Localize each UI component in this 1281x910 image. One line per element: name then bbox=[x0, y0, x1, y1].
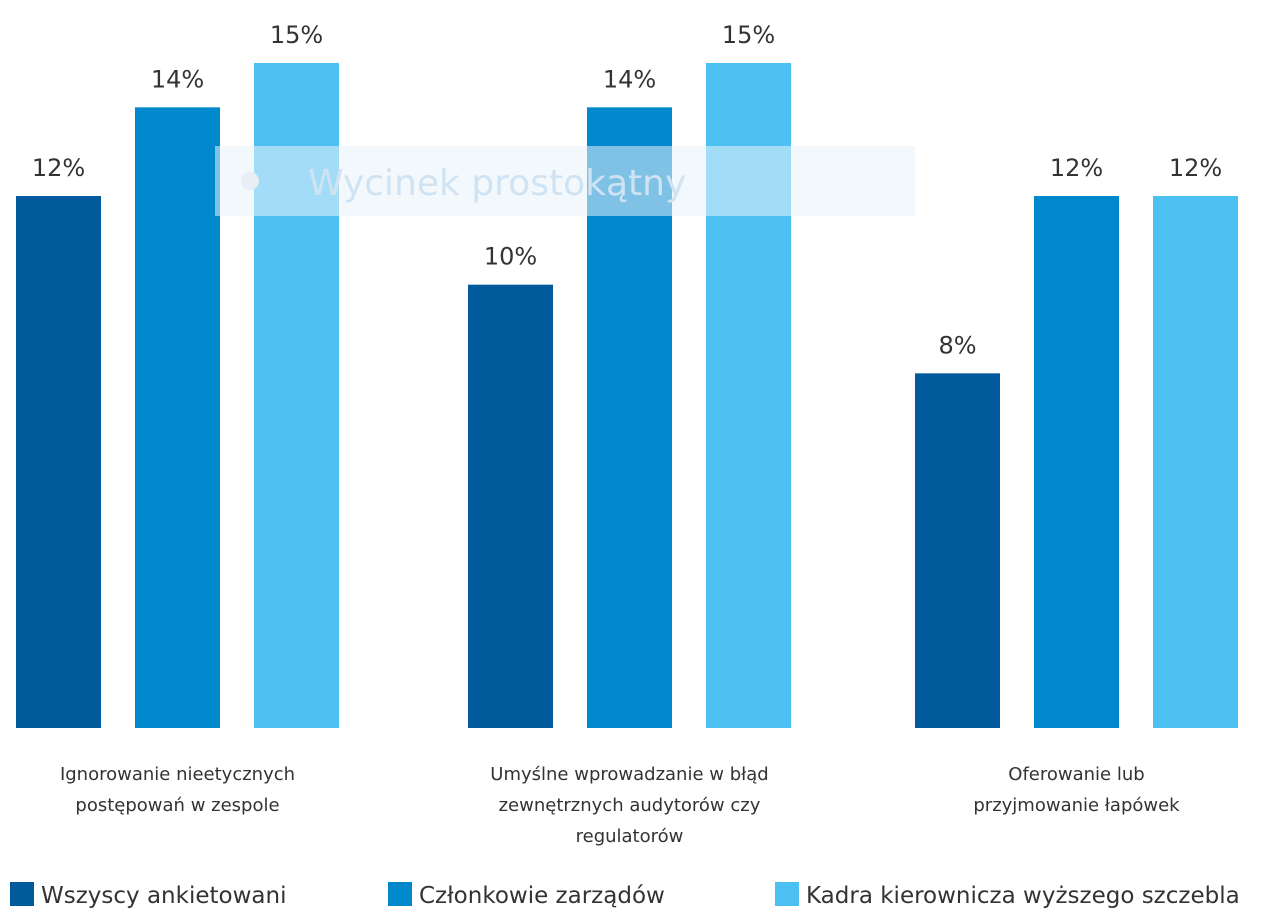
bar-2-1 bbox=[468, 284, 553, 728]
rectangular-snip-overlay[interactable]: Wycinek prostokątny bbox=[215, 146, 915, 216]
category-label-3-line-1: Oferowanie lub bbox=[1008, 764, 1144, 785]
legend-label-1: Wszyscy ankietowani bbox=[41, 883, 286, 909]
category-label-2-line-2: zewnętrznych audytorów czy bbox=[499, 795, 761, 816]
value-label-1-3: 15% bbox=[270, 21, 323, 49]
bars-layer bbox=[16, 63, 1238, 729]
legend: Wszyscy ankietowani Członkowie zarządów Ka… bbox=[10, 882, 1240, 909]
snip-overlay-dot-icon bbox=[241, 172, 259, 190]
category-labels-layer: Ignorowanie nieetycznych postępowań w zes… bbox=[60, 764, 1180, 847]
value-label-2-1: 10% bbox=[484, 243, 537, 271]
value-label-3-1: 8% bbox=[938, 331, 976, 359]
bar-3-3 bbox=[1153, 196, 1238, 728]
value-label-2-2: 14% bbox=[603, 65, 656, 93]
bar-1-1 bbox=[16, 196, 101, 728]
value-label-1-1: 12% bbox=[32, 154, 85, 182]
category-label-1-line-1: Ignorowanie nieetycznych bbox=[60, 764, 295, 785]
bar-1-2 bbox=[135, 107, 220, 729]
legend-swatch-3 bbox=[775, 882, 799, 906]
category-label-1-line-2: postępowań w zespole bbox=[75, 795, 279, 816]
legend-swatch-1 bbox=[10, 882, 34, 906]
category-label-2-line-1: Umyślne wprowadzanie w błąd bbox=[490, 764, 768, 785]
bar-3-2 bbox=[1034, 196, 1119, 728]
legend-label-2: Członkowie zarządów bbox=[419, 883, 665, 909]
bar-3-1 bbox=[915, 373, 1000, 728]
value-labels-layer: 12% 14% 15% 10% 14% 15% 8% 12% 12% bbox=[32, 21, 1222, 359]
value-label-3-2: 12% bbox=[1050, 154, 1103, 182]
value-label-1-2: 14% bbox=[151, 65, 204, 93]
snip-overlay-box[interactable] bbox=[215, 146, 915, 216]
legend-label-3: Kadra kierownicza wyższego szczebla bbox=[806, 883, 1240, 909]
category-label-2-line-3: regulatorów bbox=[576, 826, 684, 847]
legend-swatch-2 bbox=[388, 882, 412, 906]
category-label-3-line-2: przyjmowanie łapówek bbox=[973, 795, 1180, 816]
snip-overlay-text: Wycinek prostokątny bbox=[308, 163, 686, 204]
value-label-3-3: 12% bbox=[1169, 154, 1222, 182]
value-label-2-3: 15% bbox=[722, 21, 775, 49]
